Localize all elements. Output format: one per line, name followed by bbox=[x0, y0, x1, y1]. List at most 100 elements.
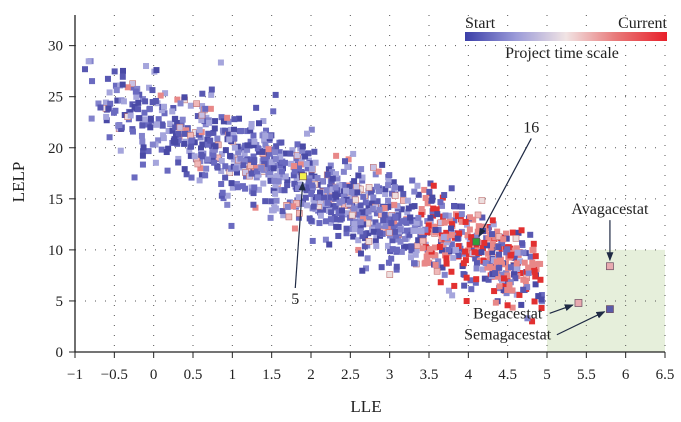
data-point bbox=[507, 264, 514, 271]
data-point bbox=[228, 180, 235, 187]
data-point bbox=[208, 86, 215, 93]
data-point bbox=[360, 230, 367, 237]
data-point bbox=[413, 219, 420, 226]
data-point bbox=[272, 156, 279, 163]
data-point bbox=[488, 231, 495, 238]
data-point bbox=[496, 251, 503, 258]
data-point bbox=[248, 120, 255, 127]
data-point bbox=[236, 164, 243, 171]
data-point bbox=[369, 200, 376, 207]
data-point bbox=[415, 214, 422, 221]
data-point bbox=[512, 275, 519, 282]
data-point bbox=[268, 159, 275, 166]
data-point bbox=[448, 221, 455, 228]
data-point bbox=[119, 67, 126, 74]
data-point bbox=[408, 243, 415, 250]
data-point bbox=[398, 218, 405, 225]
data-point bbox=[436, 243, 443, 250]
data-point bbox=[136, 115, 143, 122]
data-point bbox=[111, 68, 118, 75]
color-scale-legend: Start Current Project time scale bbox=[465, 15, 668, 62]
data-point bbox=[359, 267, 366, 274]
data-point bbox=[327, 162, 334, 169]
data-point bbox=[333, 223, 340, 230]
data-point bbox=[158, 146, 165, 153]
data-point bbox=[335, 210, 342, 217]
data-point bbox=[462, 248, 469, 255]
annotated-point bbox=[299, 172, 307, 181]
data-point bbox=[231, 116, 238, 123]
data-point bbox=[273, 143, 280, 150]
data-point bbox=[500, 275, 507, 282]
data-point bbox=[175, 159, 182, 166]
data-point bbox=[437, 279, 444, 286]
data-point bbox=[208, 142, 215, 149]
data-point bbox=[161, 110, 168, 117]
data-point bbox=[529, 318, 536, 325]
data-point bbox=[527, 253, 534, 260]
data-point bbox=[384, 242, 391, 249]
data-point bbox=[532, 281, 539, 288]
x-tick-label: 6.5 bbox=[656, 367, 675, 383]
data-point bbox=[435, 226, 442, 233]
data-point bbox=[251, 157, 258, 164]
annotation-arrow bbox=[478, 138, 532, 238]
data-point bbox=[386, 271, 394, 278]
x-tick-label: 3.5 bbox=[420, 367, 439, 383]
data-point bbox=[142, 121, 149, 128]
data-point bbox=[112, 82, 119, 89]
data-point bbox=[376, 188, 383, 195]
data-point bbox=[364, 255, 371, 262]
data-point bbox=[325, 166, 332, 173]
x-axis-title: LLE bbox=[350, 397, 381, 416]
data-point bbox=[207, 137, 214, 144]
data-point bbox=[233, 169, 240, 176]
data-point bbox=[496, 283, 503, 290]
data-point bbox=[225, 131, 232, 138]
data-point bbox=[106, 134, 113, 141]
data-point bbox=[349, 183, 356, 190]
data-point bbox=[198, 151, 205, 158]
data-point bbox=[155, 116, 162, 123]
data-point bbox=[120, 98, 127, 105]
data-point bbox=[518, 227, 525, 234]
data-point bbox=[267, 214, 274, 221]
data-point bbox=[397, 238, 404, 245]
data-point bbox=[310, 203, 317, 210]
data-point bbox=[382, 186, 389, 193]
data-point bbox=[474, 211, 482, 219]
x-tick-label: −0.5 bbox=[101, 367, 128, 383]
data-point bbox=[432, 261, 439, 268]
data-point bbox=[139, 161, 146, 168]
data-point bbox=[322, 218, 329, 225]
data-point bbox=[278, 187, 285, 194]
data-point bbox=[279, 158, 286, 165]
data-point bbox=[225, 118, 232, 125]
data-point bbox=[212, 118, 219, 125]
data-point bbox=[322, 203, 329, 210]
data-point bbox=[308, 217, 315, 224]
data-point bbox=[181, 166, 188, 173]
data-point bbox=[88, 115, 95, 122]
data-point bbox=[172, 124, 179, 131]
data-point bbox=[317, 189, 324, 196]
data-point bbox=[450, 254, 457, 261]
data-point bbox=[139, 152, 146, 159]
data-point bbox=[267, 177, 274, 184]
data-point bbox=[140, 144, 147, 151]
data-point bbox=[490, 221, 497, 228]
data-point bbox=[199, 103, 206, 110]
data-point bbox=[385, 203, 392, 210]
data-point bbox=[250, 132, 257, 139]
data-point bbox=[427, 180, 434, 187]
data-point bbox=[454, 213, 461, 220]
data-point bbox=[142, 98, 149, 105]
data-point bbox=[255, 120, 262, 127]
data-point bbox=[165, 145, 172, 152]
data-point bbox=[211, 159, 218, 166]
data-point bbox=[242, 169, 249, 176]
data-point bbox=[509, 287, 516, 294]
data-point bbox=[391, 192, 399, 200]
data-point bbox=[411, 188, 418, 195]
data-point bbox=[359, 174, 366, 181]
